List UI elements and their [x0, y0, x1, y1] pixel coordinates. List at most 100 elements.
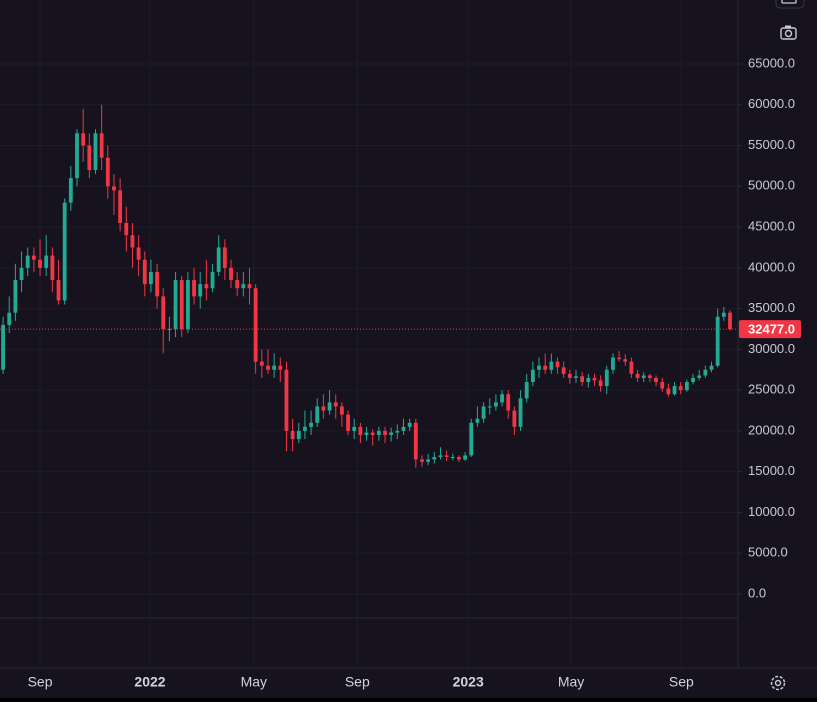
candle-body	[524, 381, 529, 399]
candle-body	[1, 324, 5, 370]
candle-body	[518, 398, 523, 427]
candle-body	[303, 426, 307, 431]
candle-body	[339, 406, 344, 415]
candle-body	[315, 406, 320, 423]
candle-body	[617, 357, 622, 360]
candle-body	[62, 202, 67, 301]
candle-body	[567, 373, 572, 378]
y-tick-label: 35000.0	[748, 300, 795, 315]
candle-body	[654, 377, 658, 382]
candle-body	[728, 312, 732, 330]
x-tick-label: Sep	[669, 674, 694, 690]
candle-body	[691, 377, 695, 382]
y-tick-label: 5000.0	[748, 545, 788, 560]
y-tick-label: 55000.0	[748, 137, 795, 152]
candle-body	[672, 386, 677, 395]
x-tick-label: Sep	[345, 674, 370, 690]
axes: 65000.0 60000.0 55000.0 50000.0 45000.0 40000…	[28, 55, 801, 690]
candle-body	[278, 365, 283, 370]
y-tick-label: 20000.0	[748, 422, 795, 437]
candle-body	[38, 259, 42, 268]
candle-body	[493, 402, 498, 407]
candle-body	[346, 414, 350, 431]
candle-body	[31, 255, 36, 260]
candle-body	[580, 376, 585, 382]
candle-body	[537, 365, 541, 370]
y-tick-label: 25000.0	[748, 382, 795, 397]
candle-body	[697, 375, 702, 378]
grid	[0, 0, 738, 668]
candle-body	[383, 430, 387, 435]
candle-body	[555, 361, 560, 368]
candle-body	[641, 375, 646, 378]
candle-body	[481, 406, 486, 419]
candle-body	[149, 271, 153, 285]
x-tick-label: 2023	[453, 674, 484, 690]
y-tick-label: 30000.0	[748, 341, 795, 356]
candle-body	[469, 422, 474, 456]
candle-body	[709, 365, 714, 370]
candle-body	[426, 459, 431, 462]
candle-body	[321, 406, 326, 411]
candle-body	[574, 376, 578, 378]
candle-body	[296, 430, 301, 440]
candle-body	[598, 380, 603, 387]
candle-body	[68, 178, 73, 203]
candle-body	[235, 280, 240, 289]
candle-body	[25, 255, 30, 268]
candle-body	[210, 271, 215, 289]
y-tick-label: 10000.0	[748, 504, 795, 519]
candle-body	[592, 377, 597, 381]
camera-button[interactable]	[774, 20, 802, 46]
candle-body	[635, 373, 640, 378]
settings-button[interactable]	[770, 675, 786, 691]
candle-body	[253, 288, 258, 362]
candle-body	[678, 386, 683, 391]
candle-body	[604, 369, 609, 387]
y-tick-label: 40000.0	[748, 259, 795, 274]
y-tick-label: 60000.0	[748, 96, 795, 111]
candle-body	[130, 235, 135, 248]
candle-body	[290, 430, 295, 440]
layout-button[interactable]	[775, 0, 805, 9]
candle-body	[401, 426, 406, 431]
candle-body	[112, 186, 116, 191]
candle-body	[241, 284, 246, 289]
candle-body	[684, 381, 689, 391]
candle-body	[407, 422, 412, 427]
candle-body	[19, 267, 24, 281]
candle-body	[358, 426, 363, 435]
candle-body	[432, 457, 437, 460]
candle-body	[549, 361, 554, 370]
y-tick-label: 0.0	[748, 585, 766, 600]
candle-body	[93, 133, 98, 170]
candle-body	[450, 457, 455, 459]
x-tick-label: May	[241, 674, 267, 690]
y-tick-label: 65000.0	[748, 55, 795, 70]
candle-body	[161, 296, 166, 329]
candle-body	[136, 247, 141, 260]
candle-body	[266, 365, 270, 370]
candle-body	[327, 402, 332, 411]
candle-body	[142, 259, 147, 285]
candle-body	[173, 280, 178, 329]
candle-body	[81, 133, 86, 146]
candle-body	[75, 133, 79, 179]
candle-body	[721, 312, 726, 317]
candle-body	[629, 361, 634, 374]
candle-body	[444, 455, 449, 458]
candle-body	[660, 381, 665, 389]
candle-body	[715, 316, 720, 366]
candle-body	[198, 284, 203, 297]
candle-body	[500, 394, 504, 403]
y-tick-label: 15000.0	[748, 463, 795, 478]
candle-body	[222, 247, 227, 268]
candle-body	[364, 432, 369, 435]
candle-body	[56, 280, 61, 301]
candle-body	[623, 359, 628, 362]
candle-body	[543, 365, 548, 370]
candle-body	[352, 426, 357, 431]
candle-body	[457, 457, 461, 460]
